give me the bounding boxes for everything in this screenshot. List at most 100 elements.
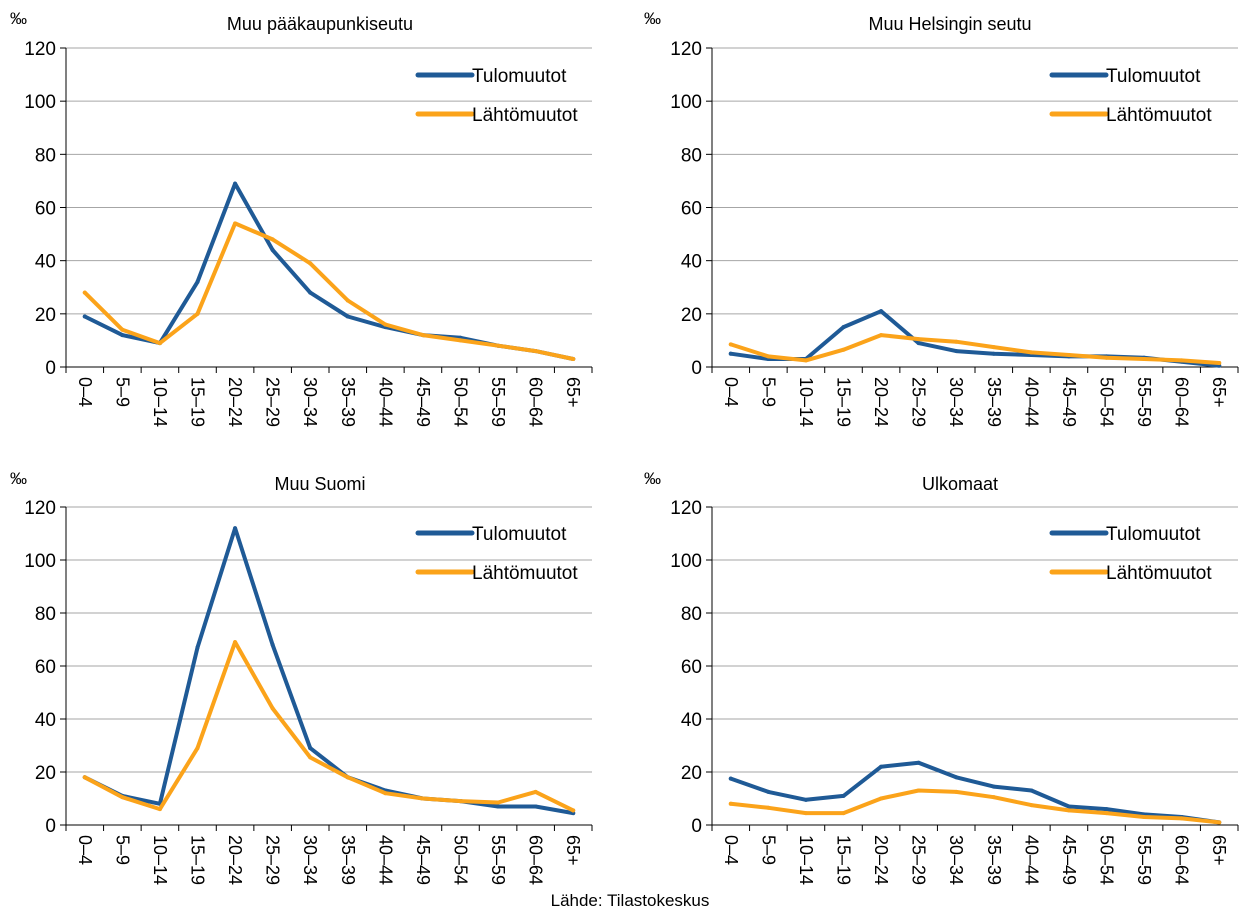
series-line bbox=[728, 788, 1222, 825]
y-tick-label: 20 bbox=[681, 305, 702, 326]
y-tick-label: 120 bbox=[670, 498, 702, 519]
data-point bbox=[1066, 808, 1071, 813]
x-tick-label: 10–14 bbox=[796, 377, 816, 427]
data-point bbox=[345, 775, 350, 780]
legend-label: Tulomuutot bbox=[1106, 524, 1201, 545]
data-point bbox=[803, 811, 808, 816]
data-point bbox=[308, 261, 313, 266]
y-tick-label: 80 bbox=[35, 604, 56, 625]
data-point bbox=[533, 804, 538, 809]
data-point bbox=[916, 341, 921, 346]
data-point bbox=[270, 706, 275, 711]
y-tick-label: 0 bbox=[45, 358, 56, 379]
legend-label: Lähtömuutot bbox=[1106, 105, 1212, 126]
x-tick-label: 20–24 bbox=[871, 377, 891, 427]
data-point bbox=[82, 314, 87, 319]
data-point bbox=[1142, 815, 1147, 820]
data-point bbox=[803, 797, 808, 802]
data-point bbox=[991, 345, 996, 350]
x-tick-label: 40–44 bbox=[375, 377, 395, 427]
x-tick-label: 60–64 bbox=[526, 835, 546, 885]
data-point bbox=[533, 349, 538, 354]
y-tick-label: 40 bbox=[681, 710, 702, 731]
data-point bbox=[954, 789, 959, 794]
data-point bbox=[879, 309, 884, 314]
data-point bbox=[879, 333, 884, 338]
data-point bbox=[496, 800, 501, 805]
x-tick-label: 5–9 bbox=[758, 835, 778, 865]
data-point bbox=[1029, 803, 1034, 808]
y-tick-label: 120 bbox=[24, 498, 56, 519]
y-tick-label: 80 bbox=[35, 145, 56, 166]
data-point bbox=[270, 642, 275, 647]
y-tick-label: 100 bbox=[24, 92, 56, 113]
data-point bbox=[308, 746, 313, 751]
data-point bbox=[954, 339, 959, 344]
y-tick-label: 80 bbox=[681, 145, 702, 166]
data-point bbox=[383, 791, 388, 796]
data-point bbox=[496, 804, 501, 809]
chart-title: Ulkomaat bbox=[922, 474, 998, 494]
y-tick-label: 0 bbox=[45, 816, 56, 837]
x-tick-label: 20–24 bbox=[871, 835, 891, 885]
data-point bbox=[496, 343, 501, 348]
chart-panel: Muu Helsingin seutu ‰ 0 20 40 60 80 100 120 0–4 5–… bbox=[644, 9, 1239, 427]
series-line bbox=[82, 221, 576, 361]
data-point bbox=[1142, 357, 1147, 362]
x-tick-label: 55–59 bbox=[488, 835, 508, 885]
series-line bbox=[82, 181, 576, 361]
data-point bbox=[991, 795, 996, 800]
legend-label: Lähtömuutot bbox=[1106, 563, 1212, 584]
y-tick-label: 40 bbox=[35, 252, 56, 273]
x-tick-label: 10–14 bbox=[150, 377, 170, 427]
data-point bbox=[1104, 807, 1109, 812]
data-point bbox=[766, 805, 771, 810]
data-point bbox=[270, 248, 275, 253]
data-point bbox=[345, 314, 350, 319]
x-tick-label: 60–64 bbox=[526, 377, 546, 427]
y-tick-label: 60 bbox=[681, 657, 702, 678]
data-point bbox=[233, 181, 238, 186]
x-tick-label: 65+ bbox=[1209, 377, 1229, 408]
x-tick-label: 5–9 bbox=[112, 377, 132, 407]
data-point bbox=[728, 801, 733, 806]
x-tick-label: 15–19 bbox=[188, 835, 208, 885]
x-tick-label: 50–54 bbox=[451, 377, 471, 427]
x-tick-label: 45–49 bbox=[413, 835, 433, 885]
x-tick-label: 5–9 bbox=[758, 377, 778, 407]
y-tick-label: 20 bbox=[681, 763, 702, 784]
data-point bbox=[571, 808, 576, 813]
x-tick-label: 40–44 bbox=[1021, 377, 1041, 427]
x-tick-label: 65+ bbox=[563, 377, 583, 408]
data-point bbox=[841, 347, 846, 352]
x-tick-label: 35–39 bbox=[984, 835, 1004, 885]
data-point bbox=[803, 358, 808, 363]
chart-title: Muu Suomi bbox=[274, 474, 365, 494]
y-tick-label: 100 bbox=[670, 551, 702, 572]
series-line bbox=[728, 760, 1222, 825]
data-point bbox=[841, 793, 846, 798]
data-point bbox=[1104, 355, 1109, 360]
legend-label: Tulomuutot bbox=[472, 66, 567, 87]
chart-panel: Ulkomaat ‰ 0 20 40 60 80 100 120 0–4 5–9 10–14 15–19… bbox=[644, 469, 1239, 885]
chart-panel: Muu Suomi ‰ 0 20 40 60 80 100 120 0–4 5–9 10–14 15–1… bbox=[10, 469, 593, 885]
chart-title: Muu pääkaupunkiseutu bbox=[227, 14, 413, 34]
x-tick-label: 15–19 bbox=[188, 377, 208, 427]
x-tick-label: 55–59 bbox=[1134, 835, 1154, 885]
data-point bbox=[533, 789, 538, 794]
y-tick-label: 40 bbox=[35, 710, 56, 731]
x-tick-label: 25–29 bbox=[263, 835, 283, 885]
data-point bbox=[120, 333, 125, 338]
data-point bbox=[916, 788, 921, 793]
data-point bbox=[420, 333, 425, 338]
data-point bbox=[233, 640, 238, 645]
x-tick-label: 35–39 bbox=[338, 835, 358, 885]
data-point bbox=[120, 795, 125, 800]
y-unit-label: ‰ bbox=[644, 469, 661, 488]
data-point bbox=[991, 784, 996, 789]
y-tick-label: 80 bbox=[681, 604, 702, 625]
data-point bbox=[195, 279, 200, 284]
data-point bbox=[458, 338, 463, 343]
x-tick-label: 30–34 bbox=[946, 377, 966, 427]
x-tick-label: 25–29 bbox=[909, 835, 929, 885]
